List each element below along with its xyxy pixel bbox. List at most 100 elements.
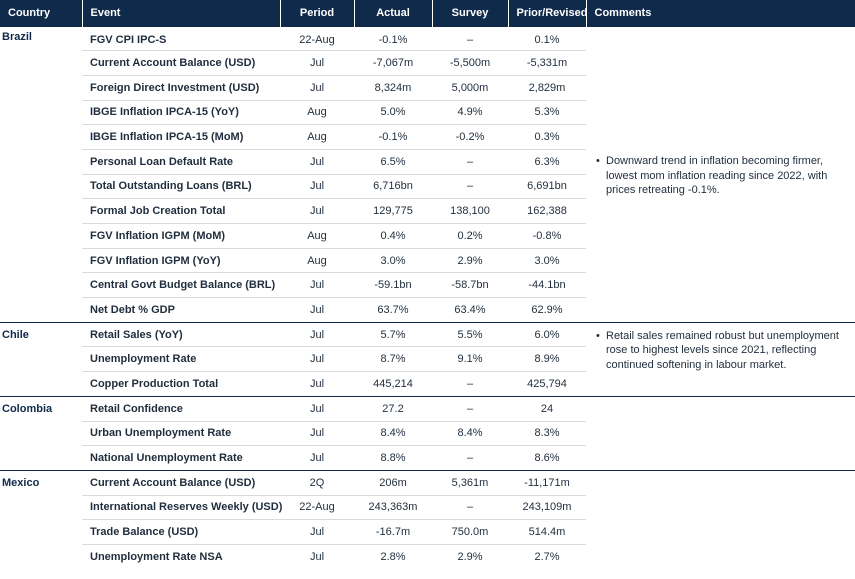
prior-cell: -0.8% xyxy=(508,223,586,249)
period-cell: Jul xyxy=(280,50,354,76)
event-cell: International Reserves Weekly (USD) xyxy=(82,495,282,521)
prior-cell: 6.3% xyxy=(508,149,586,175)
event-cell: Formal Job Creation Total xyxy=(82,198,280,224)
event-cell: FGV CPI IPC-S xyxy=(82,25,280,52)
actual-cell: 129,775 xyxy=(354,198,432,224)
actual-cell: -0.1% xyxy=(354,124,432,150)
prior-cell: 8.9% xyxy=(508,346,586,373)
period-cell: Jul xyxy=(280,75,354,101)
table-row: Formal Job Creation Total Jul 129,775 138,1… xyxy=(0,198,855,224)
event-cell: Retail Sales (YoY) xyxy=(82,321,280,348)
table-row: Unemployment Rate NSA Jul 2.8% 2.9% 2.7% xyxy=(0,544,855,569)
survey-cell: 138,100 xyxy=(432,198,508,224)
actual-cell: 6.5% xyxy=(354,149,432,175)
prior-cell: -11,171m xyxy=(508,469,586,496)
prior-cell: 3.0% xyxy=(508,248,586,274)
actual-cell: 8,324m xyxy=(354,75,432,101)
period-cell: Jul xyxy=(280,149,354,175)
actual-cell: 63.7% xyxy=(377,303,409,316)
actual-cell: 2.8% xyxy=(380,551,406,564)
actual-cell: 206m xyxy=(354,469,432,496)
prior-cell: 0.3% xyxy=(508,124,586,150)
country-cell: Brazil xyxy=(0,25,82,323)
table-row: Colombia Retail Confidence Jul 27.2–24 xyxy=(0,395,855,471)
prior-cell: 2.7% xyxy=(534,551,560,564)
table-row: Copper Production Total Jul 445,214 – 425,79… xyxy=(0,372,855,397)
event-cell: Current Account Balance (USD) xyxy=(82,469,280,496)
header-prior: Prior/Revised xyxy=(508,0,587,26)
survey-cell: 5,361m xyxy=(432,469,508,496)
survey-cell: -58.7bn xyxy=(432,272,508,299)
table-row: FGV Inflation IGPM (MoM) Aug 0.4% 0.2% -0.8% xyxy=(0,223,855,249)
actual-cell: 0.4% xyxy=(354,223,432,249)
event-cell: Unemployment Rate NSA xyxy=(90,551,223,564)
actual-cell: 3.0% xyxy=(354,248,432,274)
table-row: Personal Loan Default Rate Jul 6.5% –6.3% xyxy=(0,149,855,175)
survey-cell: – xyxy=(466,377,474,390)
event-cell: Central Govt Budget Balance (BRL) xyxy=(82,272,280,299)
actual-cell: 8.7% xyxy=(354,346,432,373)
survey-cell: – xyxy=(432,495,508,521)
table-row: FGV Inflation IGPM (YoY) Aug 3.0% 2.9% 3.0% xyxy=(0,248,855,274)
actual-cell: -59.1bn xyxy=(354,272,432,299)
table-body: Brazil FGV CPI IPC-S 22-Aug -0.1% –0.1% • Down… xyxy=(0,25,855,570)
header-country: Country xyxy=(0,0,83,26)
actual-cell: 6,716bn xyxy=(354,174,432,200)
comment-bullet: • Retail sales remained robust but unempl… xyxy=(596,329,841,373)
prior-cell: 243,109m xyxy=(508,495,586,521)
prior-cell: 425,794 xyxy=(527,377,567,390)
survey-cell: – xyxy=(432,395,508,422)
survey-cell: -5,500m xyxy=(432,50,508,76)
period-cell: 2Q xyxy=(280,469,354,496)
header-row: Country Event Period Actual Survey Prior… xyxy=(0,0,855,26)
period-cell: 22-Aug xyxy=(280,495,354,521)
survey-cell: 2.9% xyxy=(457,551,483,564)
comments-cell xyxy=(586,395,855,471)
event-cell: IBGE Inflation IPCA-15 (YoY) xyxy=(82,100,280,126)
table-row: Unemployment Rate Jul 8.7% 9.1% 8.9% xyxy=(0,346,855,373)
prior-cell: 24 xyxy=(508,395,586,422)
period-cell: Jul xyxy=(280,395,354,422)
country-cell: Chile xyxy=(0,321,82,397)
table-row: Net Debt % GDP Jul 63.7% 63.4% 62.9% xyxy=(0,298,855,323)
prior-cell: 8.6% xyxy=(534,452,560,465)
event-cell: Personal Loan Default Rate xyxy=(82,149,280,175)
survey-cell: 750.0m xyxy=(432,519,508,545)
survey-cell: 5,000m xyxy=(432,75,508,101)
country-cell: Mexico xyxy=(0,469,82,570)
table-row: Foreign Direct Investment (USD) Jul 8,324m… xyxy=(0,75,855,101)
comment-bullet: • Downward trend in inflation becoming fi… xyxy=(596,154,841,198)
event-cell: FGV Inflation IGPM (MoM) xyxy=(82,223,280,249)
period-cell: Jul xyxy=(309,303,325,316)
actual-cell: 8.4% xyxy=(354,421,432,447)
table-row: Total Outstanding Loans (BRL) Jul 6,716bn –… xyxy=(0,174,855,200)
table-row: International Reserves Weekly (USD) 22-Au… xyxy=(0,495,855,521)
actual-cell: 8.8% xyxy=(380,452,406,465)
period-cell: 22-Aug xyxy=(280,25,354,52)
period-cell: Jul xyxy=(280,272,354,299)
survey-cell: – xyxy=(432,174,508,200)
bullet-icon: • xyxy=(596,155,600,168)
actual-cell: 445,214 xyxy=(373,377,413,390)
comments-cell: • Retail sales remained robust but unempl… xyxy=(586,321,855,397)
period-cell: Aug xyxy=(280,100,354,126)
table-row: Urban Unemployment Rate Jul 8.4% 8.4% 8.3% xyxy=(0,421,855,447)
table-row: National Unemployment Rate Jul 8.8% – 8.6% xyxy=(0,446,855,471)
event-cell: National Unemployment Rate xyxy=(90,452,243,465)
prior-cell: 2,829m xyxy=(508,75,586,101)
prior-cell: -44.1bn xyxy=(508,272,586,299)
event-cell: Foreign Direct Investment (USD) xyxy=(82,75,280,101)
table-row: IBGE Inflation IPCA-15 (MoM) Aug -0.1% -0.2… xyxy=(0,124,855,150)
event-cell: Total Outstanding Loans (BRL) xyxy=(82,174,280,200)
event-cell: Copper Production Total xyxy=(90,377,219,390)
comments-cell: • Downward trend in inflation becoming fi… xyxy=(586,25,855,323)
table-row: Trade Balance (USD) Jul -16.7m 750.0m 514.4m xyxy=(0,519,855,545)
survey-cell: 0.2% xyxy=(432,223,508,249)
survey-cell: 4.9% xyxy=(432,100,508,126)
period-cell: Jul xyxy=(309,377,325,390)
prior-cell: 0.1% xyxy=(508,25,586,52)
table-row: Current Account Balance (USD) Jul -7,067m -… xyxy=(0,50,855,76)
event-cell: Trade Balance (USD) xyxy=(82,519,280,545)
period-cell: Jul xyxy=(280,321,354,348)
